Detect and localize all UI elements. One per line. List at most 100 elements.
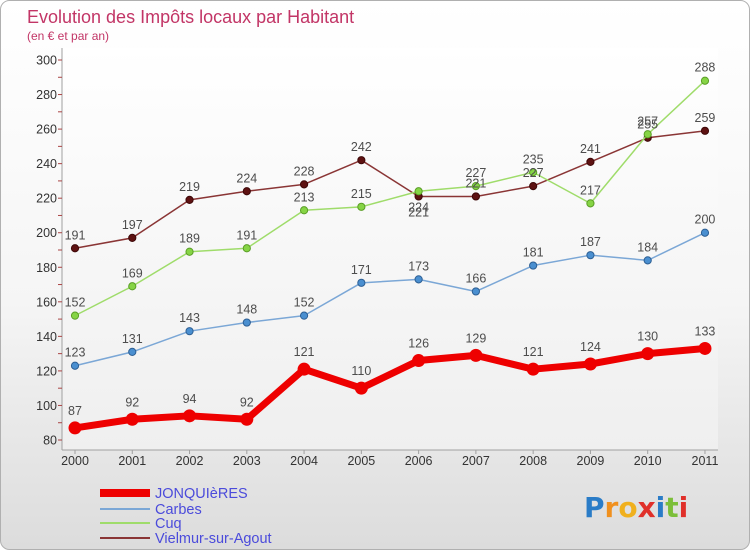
x-tick-label: 2003 (233, 454, 261, 468)
data-label-carbes: 131 (122, 332, 143, 346)
data-label-vielmur-sur-agout: 241 (580, 142, 601, 156)
data-point-jonquieres (641, 347, 655, 361)
x-tick-label: 2002 (176, 454, 204, 468)
data-point-cuq (242, 244, 251, 253)
data-label-cuq: 213 (294, 190, 315, 204)
data-point-jonquieres (297, 362, 311, 376)
y-tick-label: 260 (36, 123, 57, 137)
x-tick-label: 2004 (290, 454, 318, 468)
data-point-vielmur-sur-agout (185, 195, 194, 205)
data-label-carbes: 181 (523, 246, 544, 260)
y-tick-label: 100 (36, 399, 57, 413)
data-label-vielmur-sur-agout: 242 (351, 140, 372, 154)
data-point-vielmur-sur-agout (242, 187, 251, 196)
data-point-carbes (471, 287, 480, 296)
data-point-carbes (414, 275, 423, 284)
logo-letter: P (584, 491, 605, 524)
data-label-cuq: 215 (351, 187, 372, 201)
data-point-carbes (357, 278, 366, 287)
data-point-vielmur-sur-agout (357, 156, 366, 165)
data-label-carbes: 173 (408, 259, 429, 273)
data-point-carbes (242, 318, 251, 327)
data-point-carbes (299, 311, 309, 320)
data-label-cuq: 191 (236, 228, 257, 242)
data-label-jonquieres: 126 (408, 337, 429, 351)
data-point-jonquieres (68, 421, 82, 435)
data-label-cuq: 217 (580, 183, 601, 197)
data-label-cuq: 189 (179, 232, 200, 246)
y-tick-label: 140 (36, 330, 57, 344)
data-label-carbes: 184 (637, 240, 658, 254)
data-point-jonquieres (125, 412, 139, 426)
data-point-jonquieres (183, 409, 197, 423)
legend-label-vielmur-sur-agout: Vielmur-sur-Agout (155, 531, 272, 547)
data-label-vielmur-sur-agout: 197 (122, 218, 143, 232)
data-point-carbes (586, 251, 595, 260)
legend-item-cuq: Cuq (100, 516, 182, 532)
data-label-vielmur-sur-agout: 228 (294, 164, 315, 178)
data-point-carbes (643, 256, 652, 265)
data-point-cuq (185, 247, 194, 256)
x-tick-label: 2005 (347, 454, 375, 468)
data-label-vielmur-sur-agout: 221 (465, 176, 486, 190)
series-group (68, 76, 712, 435)
data-label-carbes: 200 (695, 213, 716, 227)
data-label-jonquieres: 110 (351, 364, 371, 378)
data-label-carbes: 148 (236, 303, 257, 317)
data-label-vielmur-sur-agout: 191 (65, 228, 86, 242)
data-point-jonquieres (469, 348, 483, 362)
data-label-cuq: 288 (695, 61, 716, 75)
series-jonquieres (68, 341, 712, 435)
x-tick-label: 2000 (61, 454, 89, 468)
y-tick-label: 240 (36, 157, 57, 171)
data-label-cuq: 227 (465, 166, 486, 180)
data-point-carbes (128, 347, 137, 357)
data-point-jonquieres (354, 381, 368, 395)
data-point-vielmur-sur-agout (471, 192, 480, 201)
y-tick-label: 180 (36, 261, 57, 275)
data-point-cuq (70, 311, 80, 320)
legend-label-carbes: Carbes (155, 502, 202, 518)
data-label-cuq: 235 (523, 152, 544, 166)
data-point-cuq (357, 202, 366, 211)
series-cuq (70, 76, 710, 320)
data-label-vielmur-sur-agout: 219 (179, 180, 200, 194)
data-point-jonquieres (526, 362, 540, 376)
data-label-vielmur-sur-agout: 255 (637, 118, 658, 132)
data-label-vielmur-sur-agout: 227 (523, 166, 544, 180)
data-label-jonquieres: 92 (240, 395, 254, 409)
data-point-cuq (128, 282, 137, 291)
data-point-carbes (700, 228, 710, 237)
data-label-jonquieres: 130 (637, 330, 658, 344)
data-labels: 87 92 94 92 121 110 126 129 121 124 130 133 123 131 14… (65, 61, 716, 418)
data-point-vielmur-sur-agout (529, 181, 538, 191)
series-line-vielmur-sur-agout (74, 130, 706, 250)
data-point-cuq (700, 76, 710, 85)
data-label-carbes: 123 (65, 346, 86, 360)
data-point-vielmur-sur-agout (299, 180, 309, 189)
legend-item-jonquieres: JONQUIèRES (100, 486, 248, 502)
data-point-vielmur-sur-agout (586, 157, 595, 167)
logo-letter: x (638, 491, 656, 524)
plot-area (62, 48, 718, 450)
legend-label-jonquieres: JONQUIèRES (155, 486, 248, 502)
data-label-cuq: 257 (637, 114, 658, 128)
data-label-carbes: 187 (580, 235, 601, 249)
data-point-jonquieres (698, 341, 712, 355)
data-label-carbes: 152 (294, 296, 315, 310)
data-label-carbes: 171 (351, 263, 372, 277)
data-label-jonquieres: 87 (68, 404, 82, 418)
x-tick-label: 2007 (462, 454, 490, 468)
y-tick-label: 280 (36, 88, 57, 102)
y-tick-label: 160 (36, 295, 57, 309)
logo-letter: t (665, 491, 678, 524)
data-label-jonquieres: 92 (125, 395, 139, 409)
series-carbes (70, 228, 710, 370)
data-point-vielmur-sur-agout (700, 126, 710, 135)
data-label-jonquieres: 133 (695, 324, 716, 338)
data-point-cuq (414, 187, 423, 196)
data-point-cuq (529, 168, 538, 177)
data-label-carbes: 166 (465, 271, 486, 285)
